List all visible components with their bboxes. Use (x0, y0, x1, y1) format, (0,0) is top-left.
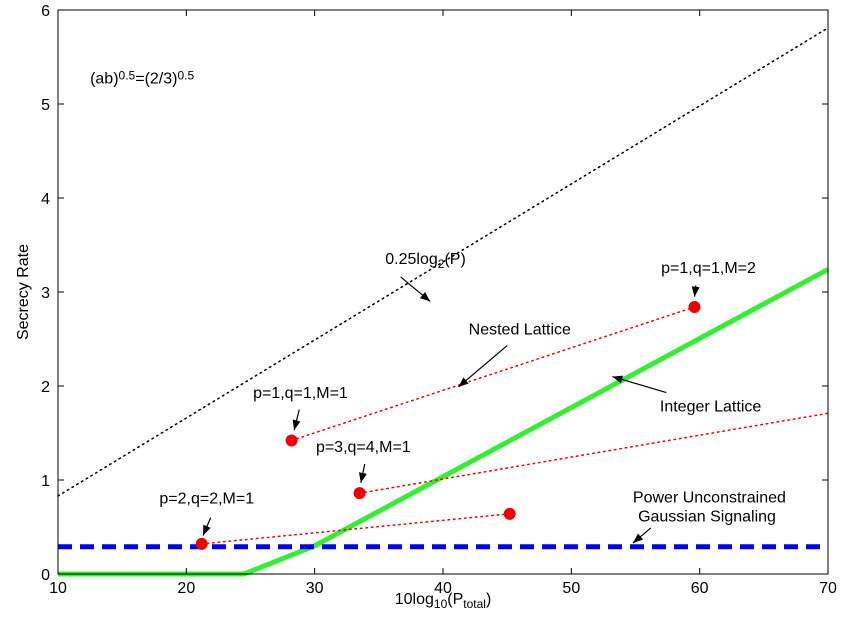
y-tick-label: 3 (41, 285, 50, 302)
axis-ticks: 10 20 30 40 50 60 70 0 1 2 3 4 5 6 (41, 3, 837, 597)
ann-ab-label: (ab)0.5=(2/3)0.5 (90, 68, 194, 87)
ann-log-arrow-head (419, 291, 431, 302)
ann-p11m2-arrow-head (691, 286, 700, 297)
series-line-green-solid-1 (58, 267, 830, 577)
x-tick-label: 60 (691, 580, 709, 597)
series-line-red-dotted-5 (200, 513, 511, 545)
annotations: (ab)0.5=(2/3)0.5 0.25log2(P) p=1,q=1,M=2 Ne… (90, 68, 786, 544)
data-point-2 (353, 487, 366, 500)
x-tick-label: 70 (819, 580, 837, 597)
y-tick-label: 0 (41, 567, 50, 584)
ann-p11m2-label: p=1,q=1,M=2 (661, 260, 756, 277)
y-tick-label: 4 (41, 191, 50, 208)
y-tick-label: 2 (41, 379, 50, 396)
ann-gauss2-label: Gaussian Signaling (638, 508, 776, 525)
ann-p34m1-label: p=3,q=4,M=1 (316, 439, 411, 456)
y-tick-label: 5 (41, 97, 50, 114)
x-tick-label: 10 (49, 580, 67, 597)
ann-integer-label: Integer Lattice (660, 398, 762, 415)
series-line-red-dotted-3 (290, 306, 696, 442)
series-line-black-dotted-0 (57, 27, 829, 497)
ann-p34m1-arrow-head (358, 472, 367, 483)
y-tick-label: 6 (41, 3, 50, 20)
ann-p22m1-label: p=2,q=2,M=1 (159, 491, 254, 508)
ann-nested-arrow-head (458, 377, 469, 387)
x-tick-label: 30 (306, 580, 324, 597)
data-point-4 (503, 507, 516, 520)
ann-gauss1-label: Power Unconstrained (633, 490, 786, 507)
y-axis-label: Secrecy Rate (15, 244, 32, 340)
ann-p22m1-arrow-head (203, 524, 211, 536)
data-point-1 (285, 434, 298, 447)
data-point-3 (195, 537, 208, 550)
y-tick-label: 1 (41, 473, 50, 490)
ann-p11m1-label: p=1,q=1,M=1 (253, 385, 348, 402)
ann-integer-arrow-head (612, 375, 624, 384)
ann-gauss2-arrow-head (632, 533, 644, 543)
ann-log-label: 0.25log2(P) (385, 251, 466, 271)
x-tick-label: 40 (434, 580, 452, 597)
series-line-red-dotted-4 (358, 412, 829, 494)
ann-nested-arrow-line (458, 345, 508, 388)
x-tick-label: 50 (562, 580, 580, 597)
ann-p11m1-arrow-head (292, 419, 301, 431)
x-axis-label: 10log10(Ptotal) (395, 591, 492, 611)
x-tick-label: 20 (177, 580, 195, 597)
ann-nested-label: Nested Lattice (469, 321, 571, 338)
data-point-0 (688, 301, 701, 314)
